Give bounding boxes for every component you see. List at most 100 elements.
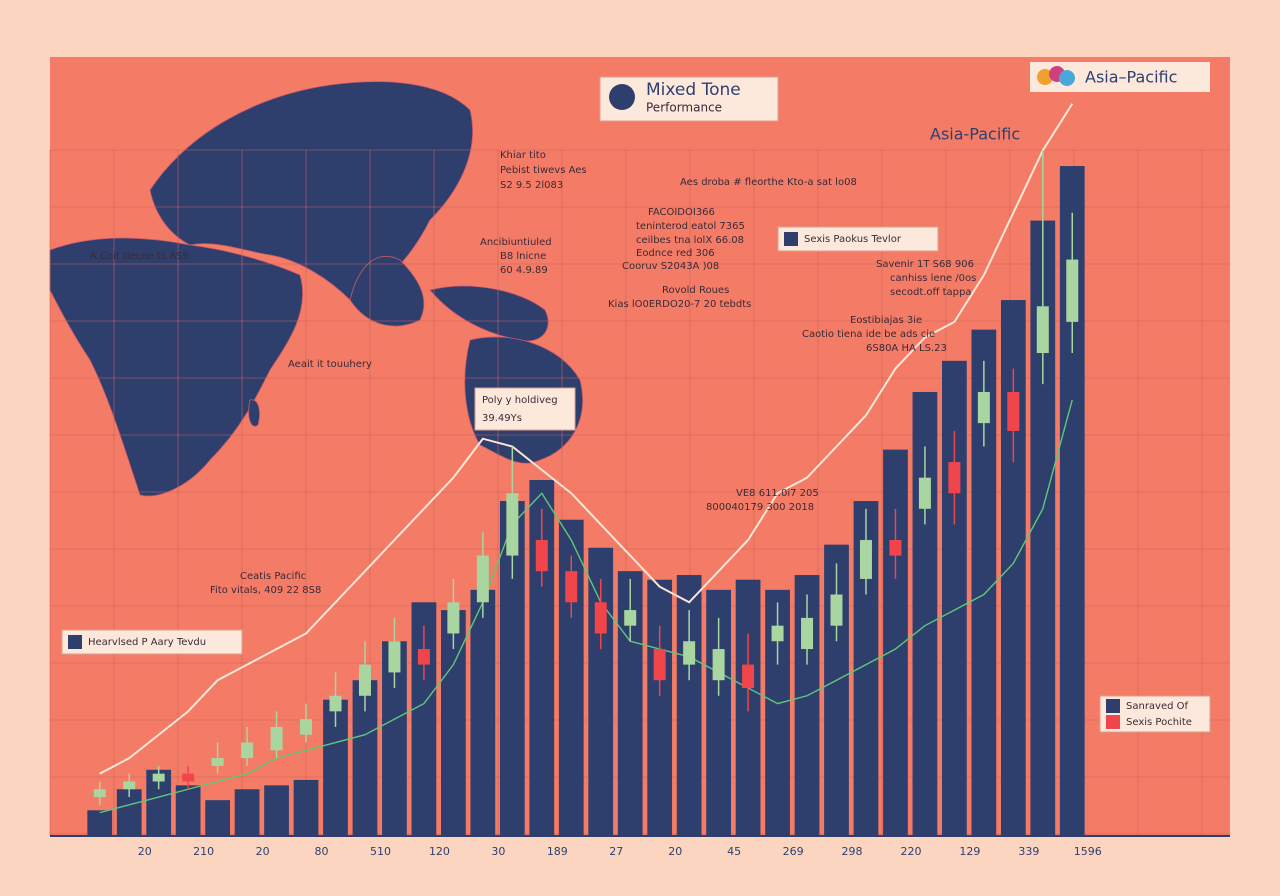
annotation: Ancibiuntiuled <box>480 237 552 248</box>
candle-body <box>1007 391 1020 431</box>
candle-body <box>417 649 430 665</box>
candle-body <box>594 602 607 634</box>
bar <box>293 779 319 836</box>
x-tick-label: 339 <box>1018 845 1039 858</box>
candle-body <box>565 571 578 603</box>
candle-body <box>447 602 460 634</box>
annotations: Khiar tito Pebist tiwevs Aes S2 9.5 2l083 A… <box>90 150 976 596</box>
candle-body <box>830 594 843 626</box>
x-tick-label: 510 <box>370 845 391 858</box>
candle-body <box>948 462 961 494</box>
candle-body <box>535 539 548 572</box>
candle-body <box>742 664 755 688</box>
candle-body <box>241 742 254 759</box>
x-tick-label: 20 <box>668 845 682 858</box>
candle-body <box>152 773 165 782</box>
candle-body <box>358 664 371 696</box>
x-tick-label: 210 <box>193 845 214 858</box>
annotation: Savenir 1T S68 906 <box>876 259 974 270</box>
annotation: Kias lO0ERDO20-7 20 tebdts <box>608 299 751 310</box>
candle-body <box>653 649 666 681</box>
annotation: VE8 611.0i7 205 <box>736 488 819 499</box>
candle-body <box>889 539 902 556</box>
x-tick-label: 189 <box>547 845 568 858</box>
legend-swatch <box>1106 699 1120 713</box>
candle-body <box>93 789 106 798</box>
annotation: B8 lnicne <box>500 251 546 262</box>
legend-swatch <box>1106 715 1120 729</box>
trend-line <box>99 399 1073 814</box>
x-tick-label: 129 <box>959 845 980 858</box>
x-tick-label: 45 <box>727 845 741 858</box>
bar <box>234 789 260 836</box>
candle-body <box>683 641 696 665</box>
annotation: Khiar tito <box>500 150 546 161</box>
legend-frame <box>777 226 939 252</box>
annotation: Fito vitals, 409 22 8S8 <box>210 585 321 596</box>
chart-subtitle: Performance <box>646 101 722 115</box>
heading: Asia-Pacific <box>930 125 1020 144</box>
x-tick-label: 20 <box>138 845 152 858</box>
title-icon <box>609 84 635 110</box>
annotation: FACOIDOI366 <box>648 207 715 218</box>
candle-body <box>506 493 519 556</box>
annotation: teninterod eatol 7365 <box>636 221 745 232</box>
annotation: 6S80A HA LS.23 <box>866 343 947 354</box>
annotation: S2 9.5 2l083 <box>500 180 563 191</box>
legend: Sexis Paokus Tevlor Hearvlsed P Aary Tevd… <box>61 226 1211 733</box>
candles <box>93 150 1079 805</box>
candle-body <box>1036 306 1049 354</box>
candle-body <box>624 610 637 626</box>
annotation: canhiss lene /0os <box>890 273 976 284</box>
x-tick-label: 298 <box>842 845 863 858</box>
legend-swatch <box>68 635 82 649</box>
badge-logo <box>1059 70 1075 86</box>
badge-logo <box>1037 69 1053 85</box>
candle-body <box>712 649 725 681</box>
bar <box>470 589 496 836</box>
annotation: 60 4.9.89 <box>500 265 548 276</box>
x-tick-label: 27 <box>609 845 623 858</box>
trend-line <box>99 103 1074 775</box>
x-tick-label: 80 <box>315 845 329 858</box>
candle-body <box>977 391 990 424</box>
candle-body <box>918 477 931 509</box>
callout: Poly y holdiveg <box>482 395 558 406</box>
candle-body <box>388 641 401 673</box>
annotation: Rovold Roues <box>662 285 729 296</box>
annotation: ceilbes tna lolX 66.08 <box>636 235 744 246</box>
x-tick-label: 120 <box>429 845 450 858</box>
annotation: Cooruv S2043A )08 <box>622 261 719 272</box>
badge: Asia–Pacific <box>1030 62 1210 92</box>
bar <box>175 785 201 836</box>
x-tick-label: 269 <box>783 845 804 858</box>
candle-body <box>270 726 283 751</box>
x-tick-label: 1596 <box>1074 845 1102 858</box>
lines <box>99 103 1074 814</box>
bar <box>87 810 113 836</box>
legend-label: Sexis Pochite <box>1126 717 1192 728</box>
candle-body <box>1066 259 1079 322</box>
annotation: Aes droba # fleorthe Kto-a sat lo08 <box>680 177 857 188</box>
candle-body <box>859 539 872 579</box>
x-tick-label: 30 <box>491 845 505 858</box>
annotation: Aeait it touuhery <box>288 359 372 370</box>
candle-body <box>771 625 784 642</box>
candle-body <box>211 758 224 766</box>
x-tick-label: 20 <box>256 845 270 858</box>
title-box: Mixed Tone Performance <box>599 76 779 122</box>
bar <box>647 579 673 836</box>
legend-label: Sexis Paokus Tevlor <box>804 234 902 245</box>
callout: 39.49Ys <box>482 413 522 424</box>
candle-body <box>123 781 136 790</box>
annotation: Caotio tiena ide be ads cie <box>802 329 935 340</box>
annotation: Pebist tiwevs Aes <box>500 165 587 176</box>
candle-body <box>801 617 814 650</box>
annotation: Ceatis Pacific <box>240 571 306 582</box>
candle-body <box>329 695 342 712</box>
candle-body <box>476 555 489 603</box>
legend-frame <box>61 629 243 655</box>
annotation: A Coit tlecne ts AS9 <box>90 251 189 262</box>
